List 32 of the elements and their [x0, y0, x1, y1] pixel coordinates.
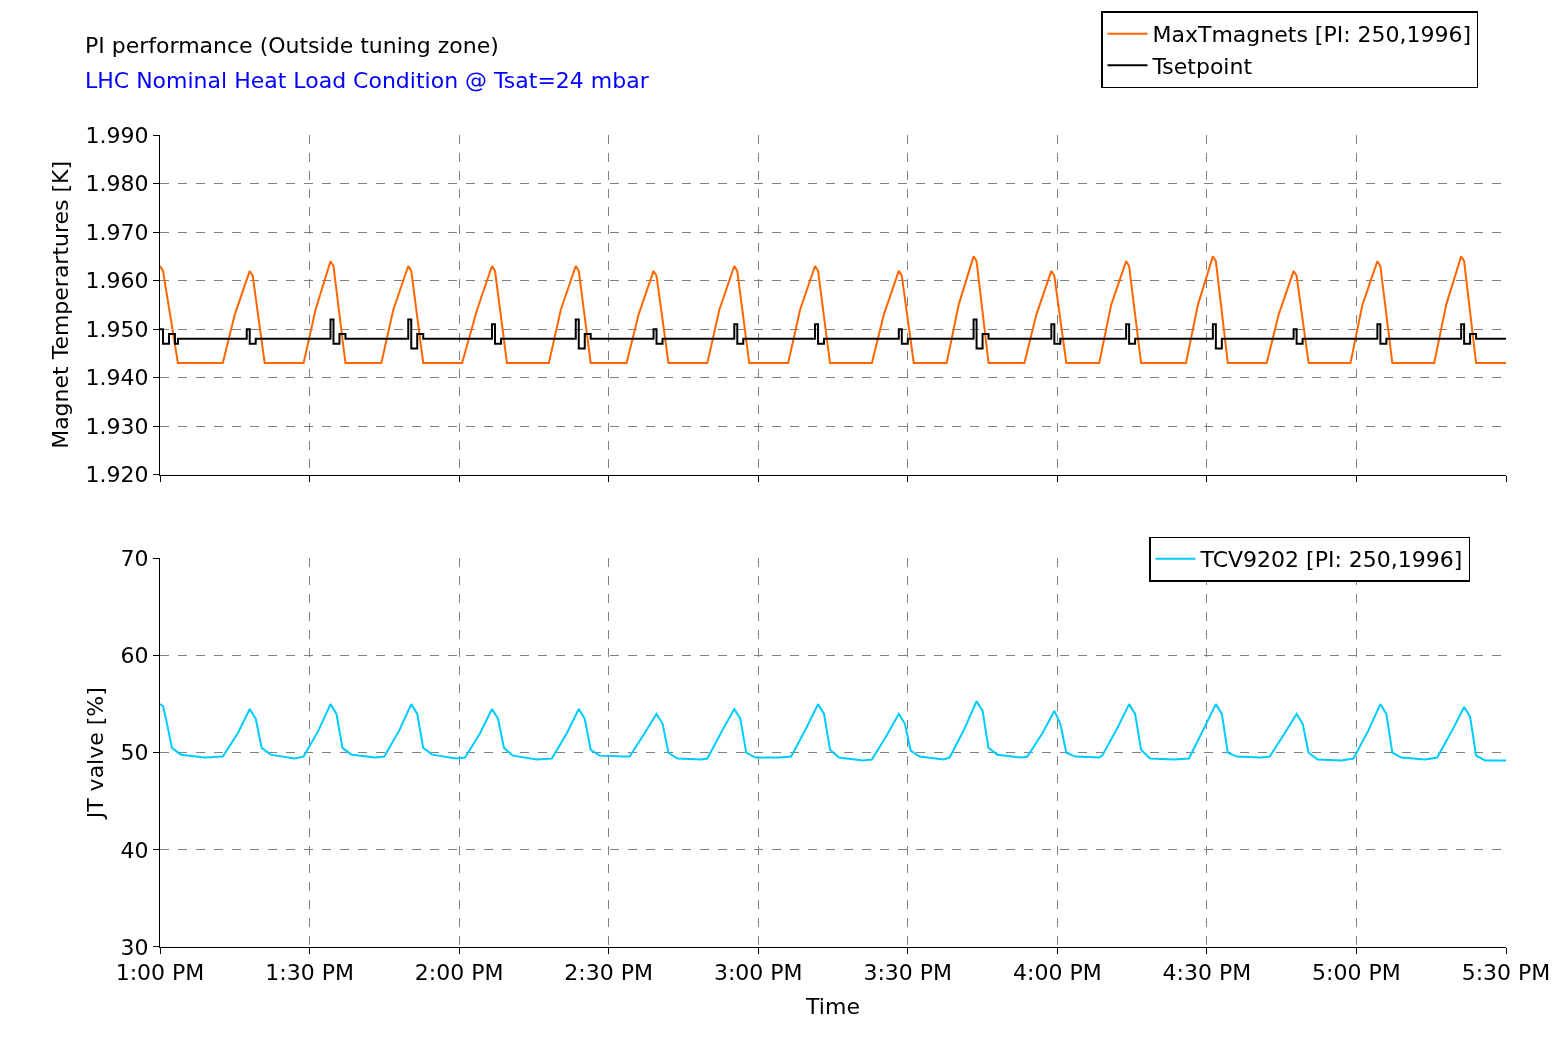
- x-tick-label: 2:30 PM: [564, 960, 653, 986]
- y-axis-title: Magnet Temperartures [K]: [48, 160, 74, 449]
- y-tick-label: 1.960: [85, 268, 149, 294]
- y-tick-label: 70: [120, 546, 149, 572]
- y-tick-label: 1.920: [85, 462, 149, 488]
- line-series: [160, 700, 1506, 762]
- chart-title: PI performance (Outside tuning zone): [85, 33, 499, 58]
- y-tick-label: 1.940: [85, 365, 149, 391]
- y-tick-label: 1.950: [85, 316, 149, 342]
- x-tick-label: 5:00 PM: [1312, 960, 1401, 986]
- legend-label: MaxTmagnets [PI: 250,1996]: [1152, 22, 1472, 48]
- x-axis-title: Time: [805, 994, 860, 1020]
- chart-subtitle: LHC Nominal Heat Load Condition @ Tsat=24 mbar: [85, 68, 650, 93]
- legend-label: Tsetpoint: [1151, 53, 1253, 79]
- x-tick-label: 1:00 PM: [115, 960, 205, 986]
- y-tick-label: 50: [120, 740, 149, 766]
- y-tick-label: 1.970: [85, 219, 149, 245]
- y-tick-label: 40: [120, 837, 149, 863]
- y-tick-label: 1.990: [85, 122, 149, 148]
- y-tick-label: 1.930: [85, 413, 149, 439]
- x-tick-label: 5:30 PM: [1461, 960, 1551, 986]
- y-tick-label: 60: [120, 643, 149, 669]
- y-axis-title: JT valve [%]: [83, 687, 109, 821]
- x-tick-label: 4:00 PM: [1013, 960, 1102, 986]
- x-tick-label: 1:30 PM: [265, 960, 354, 986]
- x-tick-label: 3:30 PM: [863, 960, 953, 986]
- x-tick-label: 4:30 PM: [1162, 960, 1252, 986]
- y-tick-label: 1.980: [85, 171, 149, 197]
- x-tick-label: 3:00 PM: [713, 960, 803, 986]
- x-tick-label: 2:00 PM: [414, 960, 504, 986]
- legend-label: TCV9202 [PI: 250,1996]: [1199, 547, 1463, 573]
- y-tick-label: 30: [120, 934, 149, 960]
